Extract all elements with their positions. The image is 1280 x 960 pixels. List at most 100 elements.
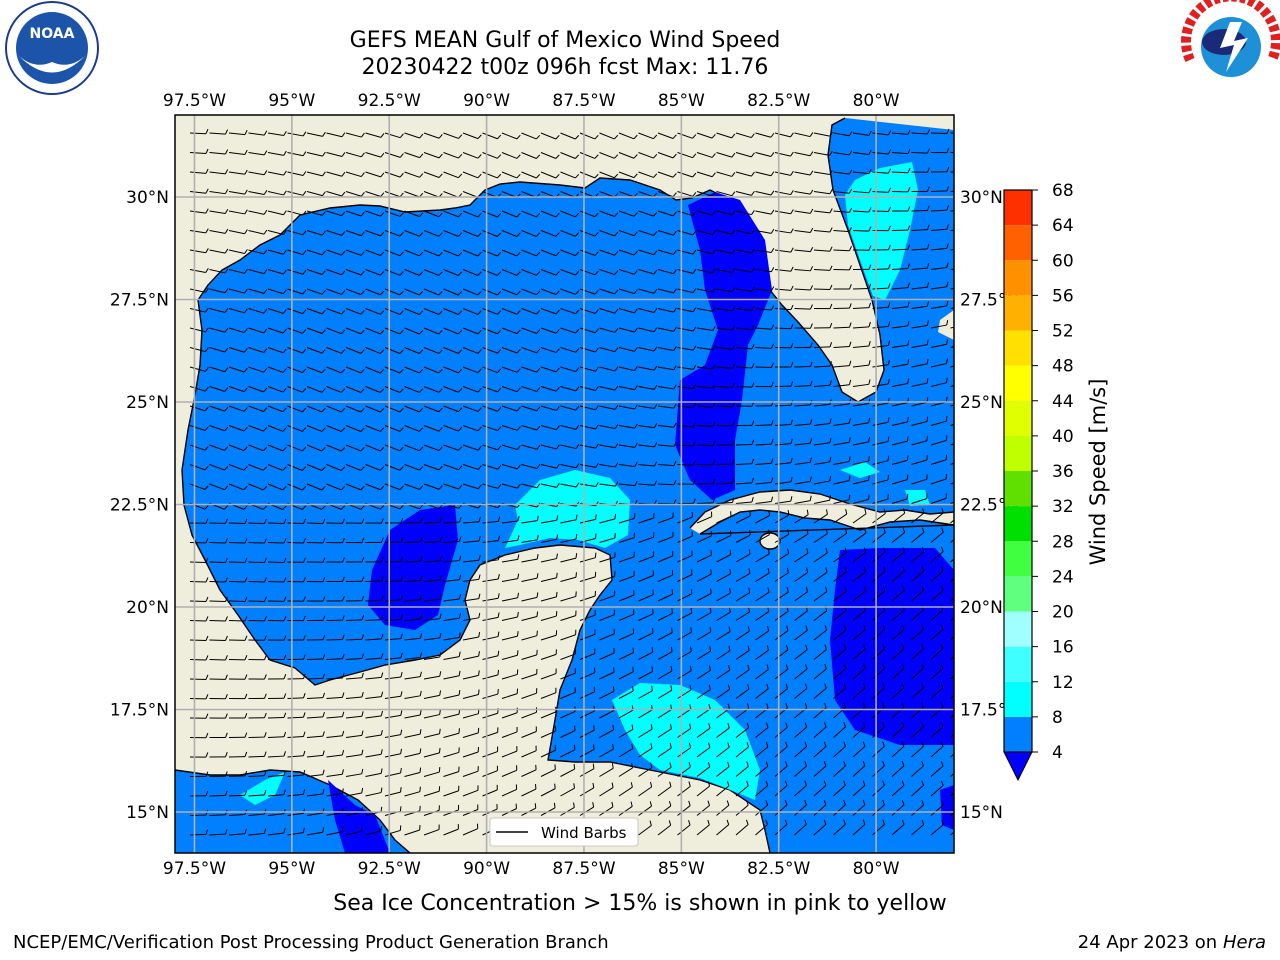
wind-barb (833, 780, 846, 797)
wind-barb (755, 132, 775, 138)
wind-barb (813, 131, 833, 137)
wind-barb (482, 784, 498, 797)
wind-barb (638, 346, 658, 352)
wind-barb (501, 650, 519, 660)
wind-barb (716, 549, 732, 563)
wind-barb (404, 729, 422, 738)
wind-barb (774, 419, 793, 426)
wind-barb (677, 531, 693, 543)
wind-barb (209, 327, 229, 333)
wind-barb (248, 732, 267, 738)
wind-barb (209, 693, 228, 700)
wind-barb (638, 820, 652, 836)
wind-barb (209, 366, 229, 373)
wind-barb (209, 248, 229, 254)
wind-barb (443, 464, 463, 471)
wind-barb (813, 342, 833, 348)
wind-barb (560, 405, 580, 411)
wind-barb (560, 210, 580, 218)
wind-barb (404, 230, 424, 237)
wind-barb (521, 534, 539, 543)
wind-barb (735, 477, 754, 485)
x-tick-label-top: 85°W (658, 91, 705, 111)
wind-barb (638, 570, 654, 582)
wind-barb (384, 518, 404, 524)
wind-barb (287, 308, 307, 315)
wind-barb (930, 761, 944, 777)
wind-barb (891, 566, 905, 582)
wind-barb (404, 786, 421, 797)
wind-barb (599, 628, 615, 641)
wind-barb (735, 152, 755, 158)
wind-barb (423, 536, 443, 543)
wind-barb (443, 574, 462, 582)
wind-barb (677, 684, 692, 699)
wind-barb (306, 366, 326, 374)
wind-barb (267, 288, 287, 295)
wind-barb (209, 425, 229, 432)
wind-barb (735, 363, 755, 369)
wind-barb (618, 480, 638, 487)
wind-barb (813, 528, 828, 543)
wind-barb (404, 709, 422, 719)
wind-barb (521, 573, 539, 582)
wind-barb (560, 249, 580, 257)
wind-barb (345, 444, 365, 452)
wind-barb (443, 728, 460, 738)
wind-barb (755, 286, 775, 292)
wind-barb (618, 782, 633, 797)
wind-barb (423, 517, 443, 524)
wind-barb (599, 763, 614, 777)
wind-barb (267, 828, 286, 836)
wind-barb (911, 682, 924, 699)
wind-barb (735, 510, 751, 524)
wind-barb (306, 347, 326, 354)
wind-barb (306, 557, 326, 563)
wind-barb (794, 151, 814, 157)
wind-barb (852, 245, 872, 251)
colorbar-segment (1004, 716, 1032, 752)
wind-barb (326, 269, 346, 276)
wind-barb (540, 249, 560, 257)
wind-barb (267, 249, 287, 255)
wind-barb (326, 826, 344, 836)
wind-barb (228, 149, 248, 155)
y-tick-label-left: 25°N (126, 393, 169, 413)
wind-barb (248, 130, 268, 136)
wind-barb (423, 386, 443, 393)
wind-barb (521, 152, 541, 159)
wind-barb (833, 625, 847, 641)
wind-barb (930, 780, 944, 797)
colorbar-tick-label: 28 (1052, 532, 1074, 552)
wind-barb (794, 644, 808, 660)
wind-barb (638, 384, 658, 390)
wind-barb (365, 483, 385, 491)
wind-barb (443, 536, 462, 543)
wind-barb (560, 463, 580, 469)
wind-barb (794, 799, 807, 816)
wind-barb (326, 425, 346, 432)
wind-barb (482, 535, 501, 543)
x-tick-label-bottom: 82.5°W (747, 859, 810, 879)
wind-barb (248, 170, 268, 176)
x-tick-label-top: 90°W (463, 91, 510, 111)
wind-barb (657, 365, 677, 371)
wind-barb (735, 684, 750, 699)
wind-barb (462, 405, 482, 412)
wind-barb (911, 780, 924, 797)
footer-left: NCEP/EMC/Verification Post Processing Pr… (13, 932, 609, 953)
wind-barb (677, 345, 697, 351)
wind-barb (657, 479, 677, 486)
wind-barb (540, 288, 560, 296)
wind-barb (209, 616, 228, 622)
wind-barb (443, 288, 463, 296)
wind-barb (774, 323, 794, 330)
wind-barb (384, 269, 404, 276)
wind-barb (365, 425, 385, 432)
wind-barb (891, 263, 910, 270)
wind-barb (872, 508, 886, 524)
wind-barb (384, 672, 403, 680)
wind-barb (657, 531, 674, 543)
wind-barb (599, 269, 619, 276)
wind-barb (579, 590, 596, 602)
